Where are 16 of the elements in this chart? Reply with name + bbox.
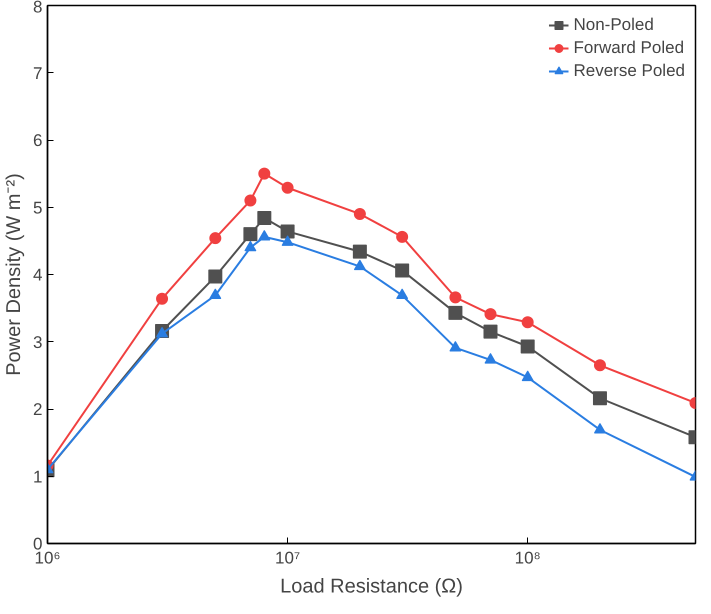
legend-label: Forward Poled <box>573 38 684 58</box>
legend-label: Reverse Poled <box>573 61 685 81</box>
legend-label: Non-Poled <box>573 15 654 35</box>
y-tick-label: 1 <box>33 467 43 486</box>
x-axis-title: Load Resistance (Ω) <box>280 576 463 598</box>
x-tick-label: 10⁸ <box>514 548 541 568</box>
y-tick-label: 5 <box>33 198 43 218</box>
y-tick-label: 7 <box>33 64 43 83</box>
y-tick-label: 8 <box>33 0 43 16</box>
y-axis-title: Power Density (W m⁻²) <box>3 173 26 376</box>
y-tick-label: 4 <box>33 266 43 284</box>
x-tick-label: 10⁶ <box>34 548 60 568</box>
y-tick-label: 3 <box>33 332 43 352</box>
y-tick-label: 6 <box>33 131 43 150</box>
y-tick-label: 2 <box>33 400 43 419</box>
x-tick-label: 10⁷ <box>275 548 300 568</box>
